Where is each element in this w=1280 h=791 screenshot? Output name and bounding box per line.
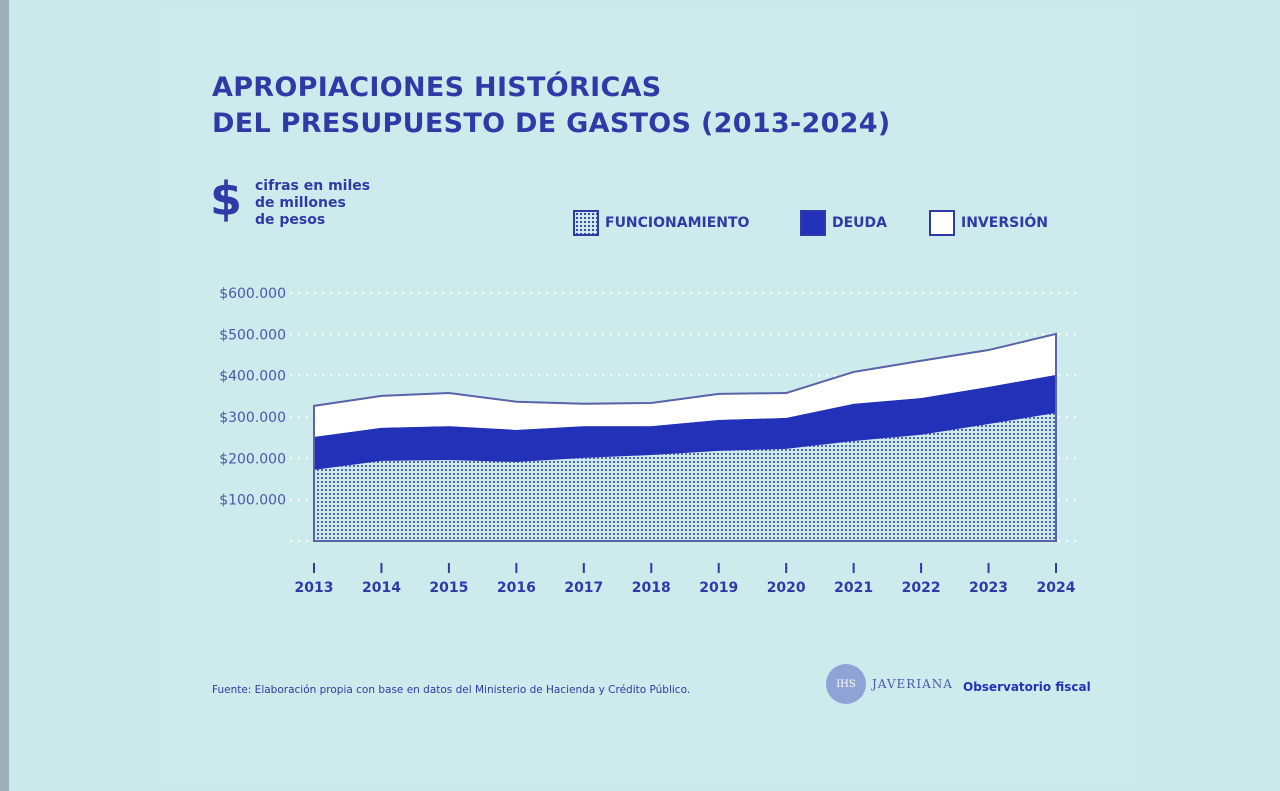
legend-label: INVERSIÓN	[961, 215, 1049, 231]
unit-line: de pesos	[255, 212, 326, 228]
x-tick-label: 2016	[497, 580, 536, 596]
y-tick-label: $400.000	[219, 369, 286, 385]
x-tick-label: 2024	[1037, 580, 1076, 596]
area-deuda	[314, 374, 1056, 470]
legend-inversion: INVERSIÓN	[929, 210, 1048, 236]
title-line-2: DEL PRESUPUESTO DE GASTOS (2013-2024)	[212, 108, 891, 139]
javeriana-wordmark: JAVERIANA	[872, 677, 953, 691]
x-tick-label: 2015	[429, 580, 468, 596]
window-edge	[0, 0, 9, 791]
unit-line: cifras en miles	[255, 178, 371, 194]
unit-note: cifras en miles de millones de pesos	[255, 178, 370, 229]
legend-label: DEUDA	[832, 215, 888, 231]
chart-title: APROPIACIONES HISTÓRICAS DEL PRESUPUESTO…	[212, 70, 890, 142]
area-outline	[313, 332, 1057, 542]
title-line-1: APROPIACIONES HISTÓRICAS	[212, 72, 662, 103]
legend-swatch-solid	[800, 210, 826, 236]
legend-funcionamiento: FUNCIONAMIENTO	[573, 210, 749, 236]
x-tick-label: 2018	[632, 580, 671, 596]
x-tick-label: 2021	[834, 580, 873, 596]
source-note: Fuente: Elaboración propia con base en d…	[212, 684, 691, 696]
unit-line: de millones	[255, 195, 346, 211]
x-tick-label: 2022	[902, 580, 941, 596]
x-tick-label: 2013	[295, 580, 334, 596]
area-inversión	[314, 333, 1056, 437]
y-tick-label: $600.000	[219, 286, 286, 302]
observatorio-logo: Observatorio fiscal	[963, 680, 1091, 694]
legend-label: FUNCIONAMIENTO	[605, 215, 750, 231]
crest-icon: IHS	[826, 664, 866, 704]
legend-deuda: DEUDA	[800, 210, 887, 236]
area-funcionamiento	[314, 412, 1056, 541]
x-tick-label: 2017	[564, 580, 603, 596]
x-tick-label: 2014	[362, 580, 401, 596]
y-tick-label: $200.000	[219, 451, 286, 467]
x-tick-label: 2023	[969, 580, 1008, 596]
x-tick-label: 2019	[699, 580, 738, 596]
y-tick-label: $500.000	[219, 327, 286, 343]
legend-swatch-white	[929, 210, 955, 236]
x-tick-label: 2020	[767, 580, 806, 596]
dollar-icon: $	[210, 172, 243, 226]
y-tick-label: $100.000	[219, 493, 286, 509]
legend-swatch-dotted	[573, 210, 599, 236]
y-tick-label: $300.000	[219, 410, 286, 426]
javeriana-logo: IHS JAVERIANA	[826, 664, 953, 704]
